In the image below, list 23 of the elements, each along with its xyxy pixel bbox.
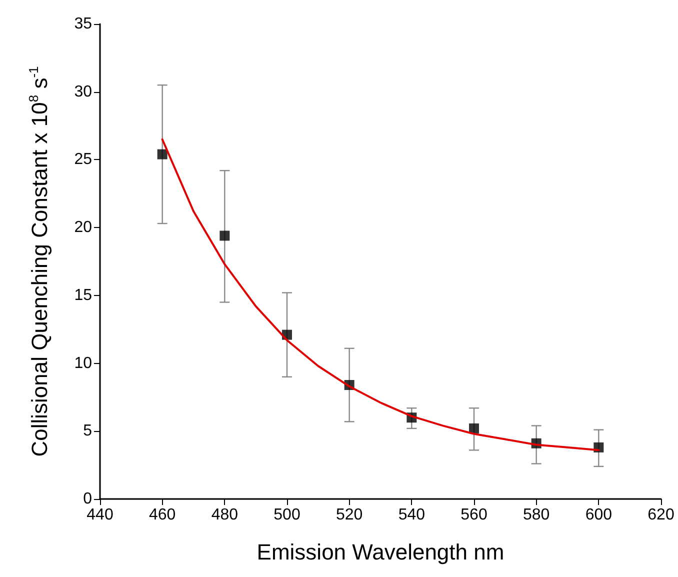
x-tick-label: 560: [460, 506, 488, 524]
y-axis-title: Collisional Quenching Constant x 108 s-1: [26, 66, 52, 457]
x-tick-label: 500: [274, 506, 300, 524]
x-tick-label: 540: [398, 506, 426, 524]
y-tick-label: 10: [74, 354, 92, 372]
point: [157, 149, 168, 160]
point: [220, 230, 230, 241]
y-tick-label: 35: [74, 16, 92, 32]
y-tick-label: 25: [74, 151, 92, 168]
y-tick-label: 5: [83, 422, 92, 440]
x-tick-label: 600: [585, 506, 612, 524]
y-tick-label: 30: [74, 83, 92, 100]
y-tick-label: 15: [74, 286, 92, 304]
y-tick-label: 20: [74, 219, 92, 236]
x-tick-label: 480: [211, 506, 238, 524]
x-tick-label: 620: [648, 506, 674, 524]
x-tick-label: 440: [86, 506, 114, 524]
y-tick-label: 0: [83, 490, 92, 508]
x-tick-label: 580: [522, 506, 550, 524]
point: [469, 423, 479, 434]
x-tick-label: 460: [148, 506, 176, 524]
x-tick-label: 520: [336, 506, 363, 524]
x-axis-title: Emission Wavelength nm: [256, 540, 504, 564]
